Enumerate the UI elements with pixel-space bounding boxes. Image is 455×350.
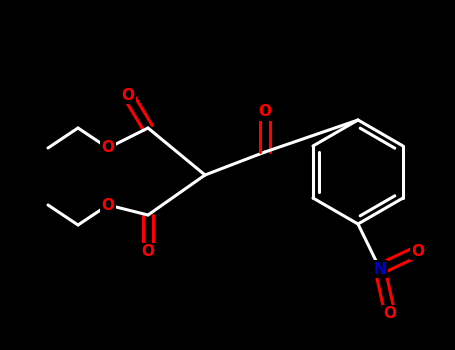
Text: O: O	[258, 105, 272, 119]
Text: O: O	[121, 88, 135, 103]
Text: O: O	[142, 245, 155, 259]
Text: O: O	[101, 140, 115, 155]
Text: O: O	[384, 307, 396, 322]
Text: O: O	[411, 244, 425, 259]
Text: O: O	[101, 197, 115, 212]
Text: N: N	[374, 261, 386, 276]
